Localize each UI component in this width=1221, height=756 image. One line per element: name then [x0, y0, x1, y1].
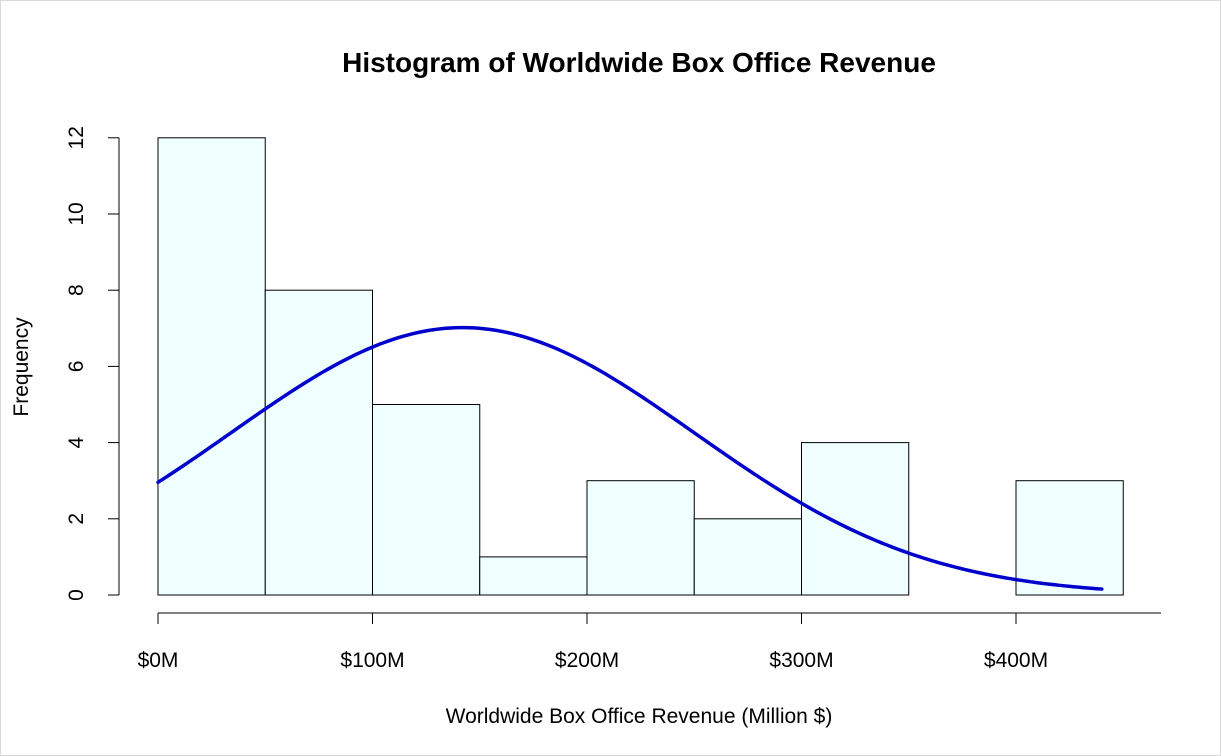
- x-axis: $0M $100M $200M $300M $400M: [138, 612, 1161, 672]
- x-tick-label: $400M: [984, 649, 1048, 672]
- x-tick-label: $0M: [138, 649, 179, 672]
- x-tick-label: $300M: [769, 649, 833, 672]
- x-axis-label: Worldwide Box Office Revenue (Million $): [446, 705, 833, 728]
- normal-density-curve: [156, 325, 1104, 591]
- y-axis-label: Frequency: [10, 317, 33, 417]
- histogram-bar: [157, 137, 266, 596]
- histogram-bar: [1015, 480, 1124, 596]
- histogram-bar: [586, 480, 695, 596]
- histogram-bar: [264, 289, 373, 596]
- histogram-bars: [157, 137, 1124, 596]
- histogram-bar: [479, 556, 588, 596]
- y-tick-label: 12: [65, 126, 88, 149]
- y-tick-label: 6: [65, 361, 88, 373]
- chart-title: Histogram of Worldwide Box Office Revenu…: [342, 47, 936, 78]
- y-tick-label: 4: [65, 436, 88, 448]
- y-tick-label: 10: [65, 202, 88, 225]
- y-axis: 0 2 4 6 8 10 12: [65, 126, 120, 601]
- y-tick-label: 0: [65, 589, 88, 601]
- x-tick-label: $100M: [340, 649, 404, 672]
- x-tick-label: $200M: [555, 649, 619, 672]
- histogram-bar: [693, 518, 802, 596]
- y-tick-label: 8: [65, 284, 88, 296]
- histogram-bar: [372, 404, 481, 596]
- density-curve-layer: [156, 325, 1104, 591]
- y-tick-label: 2: [65, 513, 88, 525]
- histogram-bar: [801, 442, 910, 596]
